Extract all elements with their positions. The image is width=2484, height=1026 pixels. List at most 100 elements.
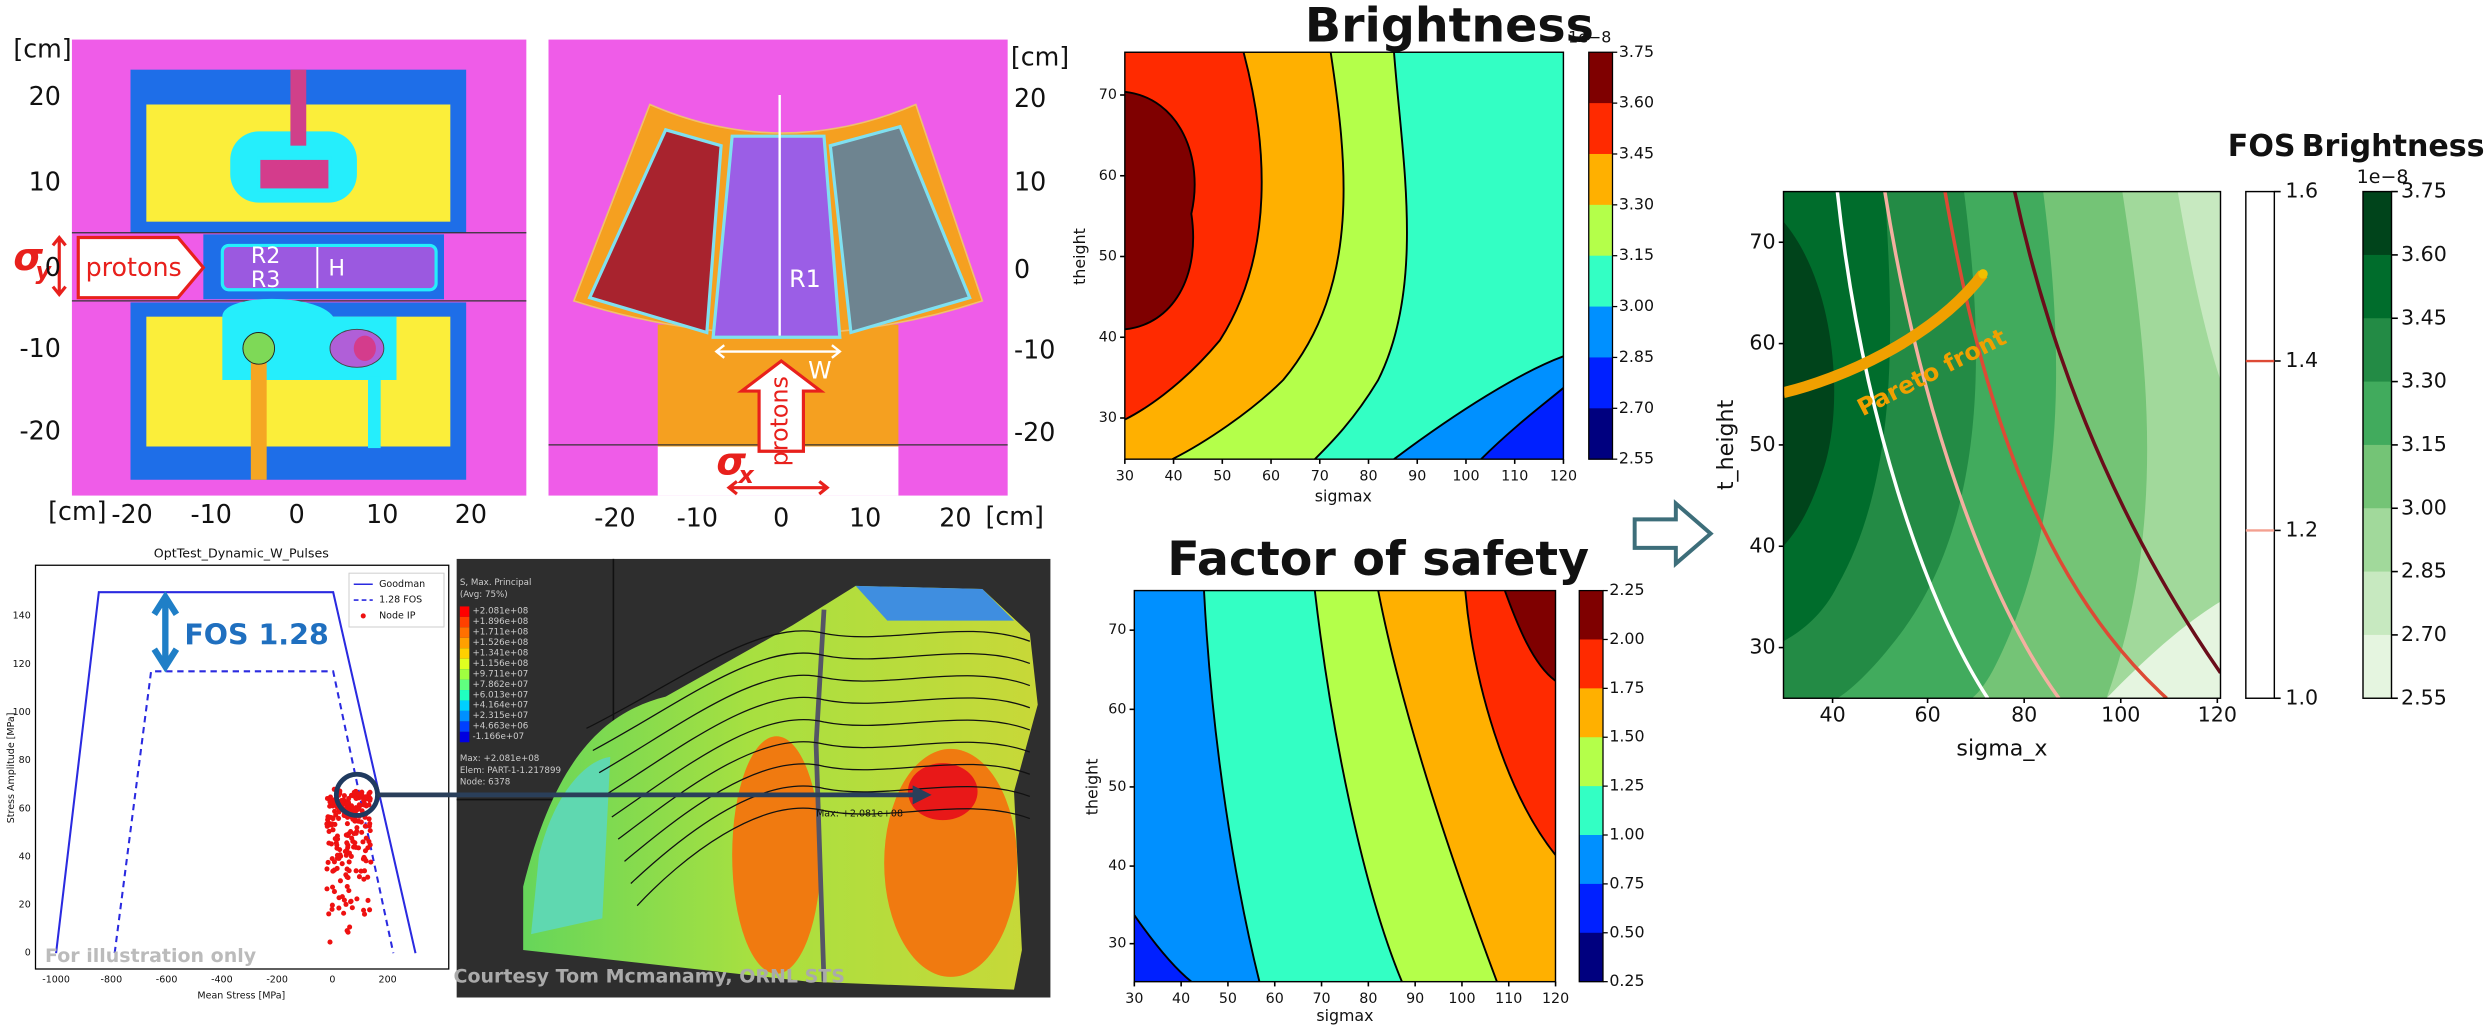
contour-band [2177,191,2221,380]
green-circle [242,332,276,365]
sigma-subscript: y [36,257,53,285]
colorbar-tick-label: 3.60 [2401,242,2447,266]
dimension-label: R1 [789,265,821,293]
legend-swatch [459,690,470,701]
dimension-label: R2 [251,243,281,269]
colorbar-band [2363,191,2392,256]
node-point [368,859,374,865]
x-tick-label: -1000 [42,975,70,986]
node-point [354,896,360,902]
node-point [339,894,345,900]
colorbar-band [1579,932,1603,983]
colorbar-title: Brightness [2302,129,2484,164]
legend-swatch [459,679,470,691]
node-point [352,840,358,846]
contour-line [1393,355,1564,460]
pareto-front [1783,270,1988,399]
axis-unit: [cm] [986,501,1044,531]
colorbar-tick-label: 3.15 [1619,245,1654,264]
node-point [344,883,350,890]
legend-swatch [459,616,470,628]
y-axis-label: t_height [1713,399,1739,490]
colorbar-band [1588,255,1613,308]
x-tick-label: 50 [1219,991,1237,1007]
contour-line [1943,191,2168,699]
y-tick-label: 70 [1749,229,1775,253]
contour-band [1504,590,1556,681]
legend-value: +4.663e+06 [473,722,529,732]
colorbar-tick-label: 2.85 [2401,559,2447,583]
contour-line [1124,90,1196,331]
colorbar-band [1588,408,1613,460]
colorbar-tick-label: 3.75 [1619,42,1654,61]
y-tick-label: 60 [1099,168,1117,184]
node-point [354,828,360,834]
legend-value: +7.862e+07 [473,680,529,690]
colorbar-band [2363,508,2392,573]
legend-value: +1.341e+08 [473,648,529,658]
colorbar-tick-label: 1.25 [1609,776,1644,795]
contour-line [636,807,1031,907]
x-tick-label: 110 [1495,991,1522,1007]
x-tick-label: 110 [1501,469,1528,485]
x-tick-label: -10 [677,502,718,532]
x-axis-label: Mean Stress [MPa] [197,990,285,1001]
contour-plot [1134,590,1556,982]
chart-title: Brightness [1305,0,1594,53]
probe-label: Max: +2.081e+08 [816,808,903,819]
contour-band [2106,191,2221,699]
x-tick-label: 120 [2198,703,2237,727]
node-point [324,866,330,872]
contour-line [1134,914,1192,982]
legend-swatch [459,606,470,617]
x-tick-label: 40 [1819,703,1845,727]
contour-line [624,763,1031,862]
legend-value: -1.166e+07 [473,732,525,742]
segment [587,127,723,335]
x-tick-label: -400 [211,975,233,986]
node-point [353,868,359,874]
sigma-symbol: σ [13,235,43,279]
legend-value: +2.081e+08 [473,607,529,617]
legend-swatch [459,710,470,722]
contour-band [1124,91,1195,330]
stress-peak [907,763,978,821]
node-point [324,886,330,892]
node-point [355,791,361,797]
annotation: FOS 1.28 [184,619,328,652]
node-point [348,829,354,835]
legend-title: (Avg: 75%) [460,590,508,600]
x-tick-label: 40 [1172,991,1190,1007]
x-axis-label: sigmax [1316,1006,1373,1025]
y-tick-label: -20 [1014,417,1055,447]
legend-swatch [360,613,366,619]
x-tick-label: 60 [1914,703,1940,727]
y-tick-label: 40 [19,851,31,862]
legend-swatch [459,721,470,732]
contour-line [1203,590,1261,982]
fos-arrow [151,591,180,673]
x-tick-label: 200 [379,975,397,986]
node-point [359,829,365,835]
colorbar-band [2363,444,2392,509]
y-tick-label: 60 [19,803,31,814]
node-point [336,855,342,862]
contour-line [1883,191,2061,699]
node-point [353,795,359,802]
colorbar-tick-label: 3.75 [2401,179,2447,203]
colorbar-tick-label: 1.2 [2285,517,2318,541]
credit: Courtesy Tom Mcmanamy, ORNL STS [454,965,846,987]
node-point [329,906,335,912]
colorbar-tick-label: 2.55 [1619,449,1654,468]
colorbar-band [1579,688,1603,738]
node-point [366,816,372,822]
y-tick-label: 0 [1014,254,1030,284]
node-point [358,819,364,825]
y-tick-label: 100 [13,707,31,718]
colorbar-band [1579,835,1603,885]
node-point [345,875,351,881]
x-tick-label: -10 [191,499,232,529]
node-point [361,911,368,917]
y-tick-label: 60 [1749,331,1775,355]
stress-region [732,736,821,974]
